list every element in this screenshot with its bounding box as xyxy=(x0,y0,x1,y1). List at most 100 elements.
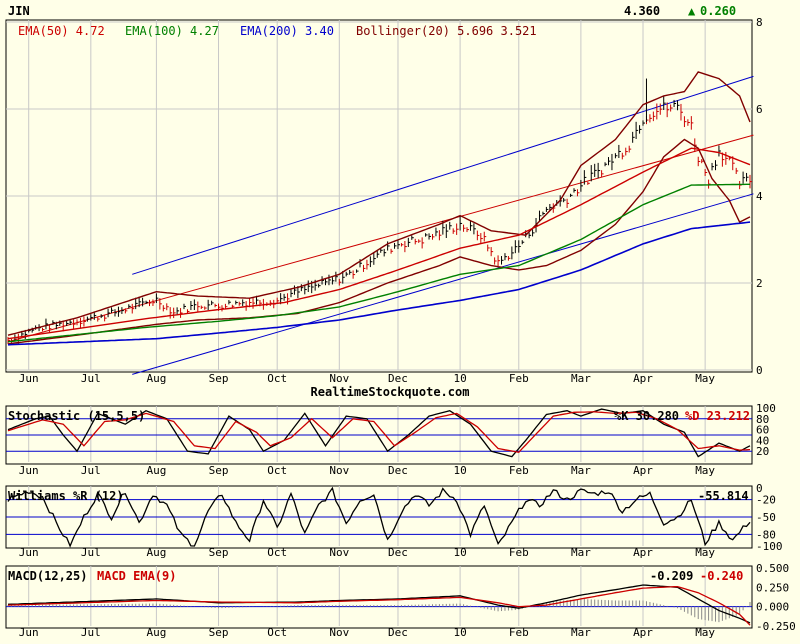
x-tick-label: Jun xyxy=(19,546,39,559)
x-tick-label: Apr xyxy=(633,372,653,385)
macd-panel xyxy=(6,584,752,626)
x-tick-label: Sep xyxy=(209,464,229,477)
x-tick-label: Feb xyxy=(509,546,529,559)
price-change: 0.260 xyxy=(700,4,736,18)
x-tick-label: Oct xyxy=(267,626,287,639)
y-tick-label: 4 xyxy=(756,190,763,203)
williams-title: Williams %R (12) xyxy=(8,489,124,503)
channel-upper-line xyxy=(132,75,754,275)
x-tick-label: Jul xyxy=(81,626,101,639)
stochastic-tick-label: 40 xyxy=(756,434,769,447)
change-arrow-icon: ▲ xyxy=(688,4,696,18)
x-tick-label: Jun xyxy=(19,464,39,477)
x-tick-label: Jul xyxy=(81,464,101,477)
gridlines xyxy=(6,20,752,626)
x-tick-label: 10 xyxy=(453,464,466,477)
macd-value: -0.209 xyxy=(650,569,693,583)
x-tick-label: Nov xyxy=(329,546,349,559)
x-tick-label: Sep xyxy=(209,546,229,559)
x-tick-label: Sep xyxy=(209,372,229,385)
bollinger-lower-line xyxy=(7,138,751,345)
x-tick-label: Nov xyxy=(329,626,349,639)
x-tick-label: Mar xyxy=(571,372,591,385)
x-tick-label: Apr xyxy=(633,464,653,477)
macd-title: MACD(12,25) xyxy=(8,569,87,583)
x-tick-label: Nov xyxy=(329,464,349,477)
x-tick-label: Dec xyxy=(388,464,408,477)
x-tick-label: Apr xyxy=(633,546,653,559)
stochastic-d-value: %D 23.212 xyxy=(685,409,750,423)
williams-tick-label: -20 xyxy=(756,494,776,507)
ema100-line xyxy=(7,183,750,343)
stochastic-title: Stochastic (15,5,5) xyxy=(8,409,145,423)
williams-tick-label: -50 xyxy=(756,511,776,524)
macd-tick-label: 0.250 xyxy=(756,581,789,594)
x-tick-label: Dec xyxy=(388,372,408,385)
price-panel xyxy=(7,71,754,375)
macd-ema-value: -0.240 xyxy=(700,569,743,583)
axis-labels: Jun Jun Jun Jun Jul Jul Jul Jul Aug Aug Aug Aug Sep S… xyxy=(19,16,796,639)
y-tick-label: 6 xyxy=(756,103,763,116)
x-tick-label: Jun xyxy=(19,626,39,639)
x-tick-label: Feb xyxy=(509,372,529,385)
x-tick-label: Oct xyxy=(267,372,287,385)
x-tick-label: May xyxy=(695,546,715,559)
stochastic-panel xyxy=(6,408,752,458)
x-tick-label: Dec xyxy=(388,546,408,559)
macd-frame xyxy=(5,565,753,629)
x-tick-label: Nov xyxy=(329,372,349,385)
watermark: RealtimeStockquote.com xyxy=(311,385,470,399)
channel-lower-line xyxy=(132,193,754,375)
stochastic-tick-label: 60 xyxy=(756,424,769,437)
x-tick-label: May xyxy=(695,464,715,477)
x-tick-label: Mar xyxy=(571,464,591,477)
x-tick-label: Mar xyxy=(571,626,591,639)
macd-ema-label: MACD EMA(9) xyxy=(97,569,176,583)
stochastic-tick-label: 100 xyxy=(756,402,776,415)
x-tick-label: Aug xyxy=(146,372,166,385)
y-tick-label: 2 xyxy=(756,277,763,290)
stochastic-d-line xyxy=(7,411,751,454)
macd-signal-line xyxy=(7,585,751,626)
x-tick-label: Aug xyxy=(146,546,166,559)
x-tick-label: May xyxy=(695,626,715,639)
last-price: 4.360 xyxy=(624,4,660,18)
y-tick-label: 0 xyxy=(756,364,763,377)
x-tick-label: Apr xyxy=(633,626,653,639)
x-tick-label: 10 xyxy=(453,372,466,385)
x-tick-label: Oct xyxy=(267,464,287,477)
x-tick-label: Sep xyxy=(209,626,229,639)
williams-panel xyxy=(6,486,752,548)
x-tick-label: Aug xyxy=(146,464,166,477)
ema50-line xyxy=(7,147,751,340)
x-tick-label: Jun xyxy=(19,372,39,385)
x-tick-label: Dec xyxy=(388,626,408,639)
williams-tick-label: -100 xyxy=(756,540,783,553)
x-tick-label: Feb xyxy=(509,464,529,477)
x-tick-label: Mar xyxy=(571,546,591,559)
macd-tick-label: 0.000 xyxy=(756,601,789,614)
x-tick-label: 10 xyxy=(453,626,466,639)
williams-r-line xyxy=(7,486,751,548)
y-tick-label: 8 xyxy=(756,16,763,29)
macd-tick-label: 0.500 xyxy=(756,562,789,575)
ema200-line xyxy=(7,221,751,346)
macd-tick-label: -0.250 xyxy=(756,620,796,633)
x-tick-label: Jul xyxy=(81,372,101,385)
williams-tick-label: 0 xyxy=(756,482,763,495)
macd-line xyxy=(7,584,751,624)
x-tick-label: Oct xyxy=(267,546,287,559)
stochastic-k-value: %K 30.280 xyxy=(614,409,679,423)
x-tick-label: 10 xyxy=(453,546,466,559)
stochastic-tick-label: 20 xyxy=(756,445,769,458)
williams-tick-label: -80 xyxy=(756,528,776,541)
stochastic-tick-label: 80 xyxy=(756,413,769,426)
legend-bollinger: Bollinger(20) 5.696 3.521 xyxy=(356,24,537,38)
symbol-label: JIN xyxy=(8,4,30,18)
bollinger-upper-line xyxy=(7,71,751,336)
williams-value: -55.814 xyxy=(698,489,749,503)
x-tick-label: Aug xyxy=(146,626,166,639)
legend-ema50: EMA(50) 4.72 xyxy=(18,24,105,38)
